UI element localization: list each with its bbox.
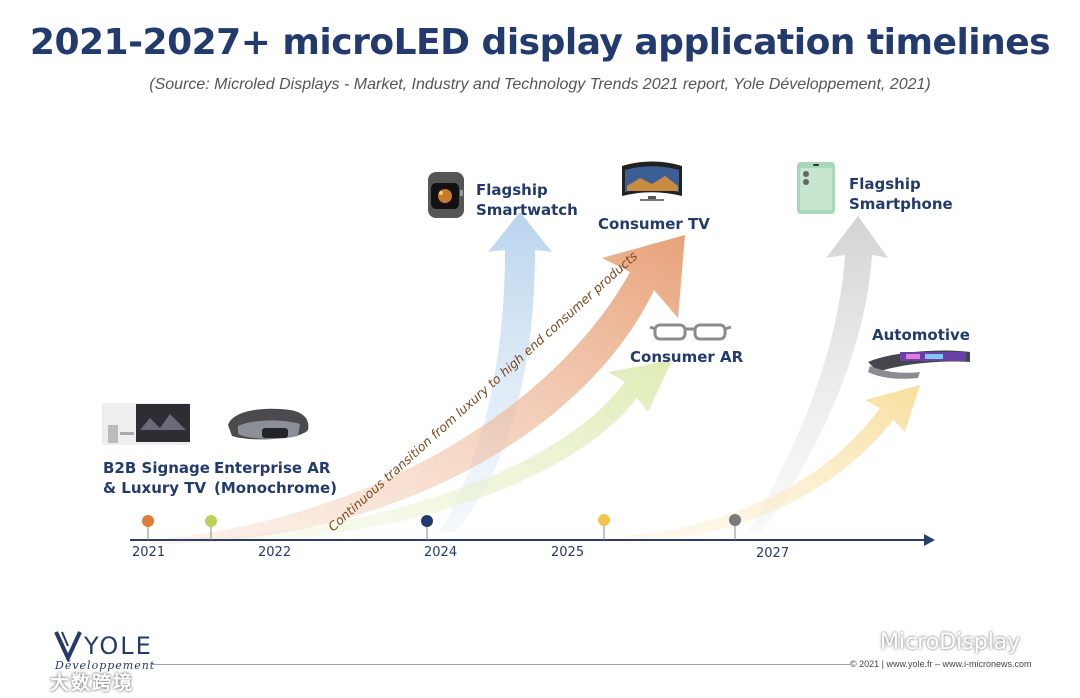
arrow-smartwatch bbox=[440, 212, 552, 532]
year-label-2025: 2025 bbox=[551, 545, 585, 560]
watermark-left: 大数跨境 bbox=[50, 672, 135, 694]
label-flagship-smartphone: Flagship Smartphone bbox=[849, 175, 953, 213]
pin-2024 bbox=[421, 515, 433, 540]
automotive-dashboard-image bbox=[868, 350, 970, 379]
yole-logo-text: YOLE bbox=[84, 632, 153, 660]
copyright-text: © 2021 | www.yole.fr – www.i-micronews.c… bbox=[850, 659, 1032, 669]
smartphone-image bbox=[797, 162, 835, 214]
year-label-2021: 2021 bbox=[132, 545, 166, 560]
consumer-ar-glasses-image bbox=[649, 323, 732, 341]
yole-logo-subtext: Développement bbox=[55, 659, 156, 672]
label-enterprise-ar: Enterprise AR (Monochrome) bbox=[214, 459, 338, 497]
arrow-consumer-ar bbox=[200, 360, 672, 543]
label-b2b-signage: B2B Signage & Luxury TV bbox=[103, 459, 210, 497]
signage-tv-image bbox=[102, 403, 190, 445]
label-automotive: Automotive bbox=[872, 326, 970, 344]
pin-2021 bbox=[142, 515, 154, 540]
pin-2027 bbox=[729, 514, 741, 540]
smartwatch-image bbox=[428, 172, 464, 218]
consumer-tv-image bbox=[622, 161, 682, 201]
timeline-axis bbox=[130, 534, 935, 546]
enterprise-ar-headset-image bbox=[228, 408, 309, 440]
pin-2025 bbox=[598, 514, 610, 540]
label-consumer-tv: Consumer TV bbox=[598, 215, 710, 233]
yole-logo-mark bbox=[54, 631, 82, 662]
page-title: 2021-2027+ microLED display application … bbox=[29, 22, 1051, 63]
source-note: (Source: Microled Displays - Market, Ind… bbox=[149, 76, 931, 93]
watermark-right: MicroDisplay bbox=[880, 630, 1021, 655]
arrow-smartphone bbox=[748, 216, 888, 532]
footer-divider bbox=[150, 664, 850, 665]
label-flagship-smartwatch: Flagship Smartwatch bbox=[476, 181, 578, 219]
year-label-2027: 2027 bbox=[756, 546, 790, 561]
year-label-2022: 2022 bbox=[258, 545, 292, 560]
arrow-consumer-tv bbox=[150, 235, 685, 545]
arrow-automotive bbox=[605, 385, 920, 543]
label-consumer-ar: Consumer AR bbox=[630, 348, 744, 366]
pin-2022 bbox=[205, 515, 217, 540]
year-label-2024: 2024 bbox=[424, 545, 458, 560]
